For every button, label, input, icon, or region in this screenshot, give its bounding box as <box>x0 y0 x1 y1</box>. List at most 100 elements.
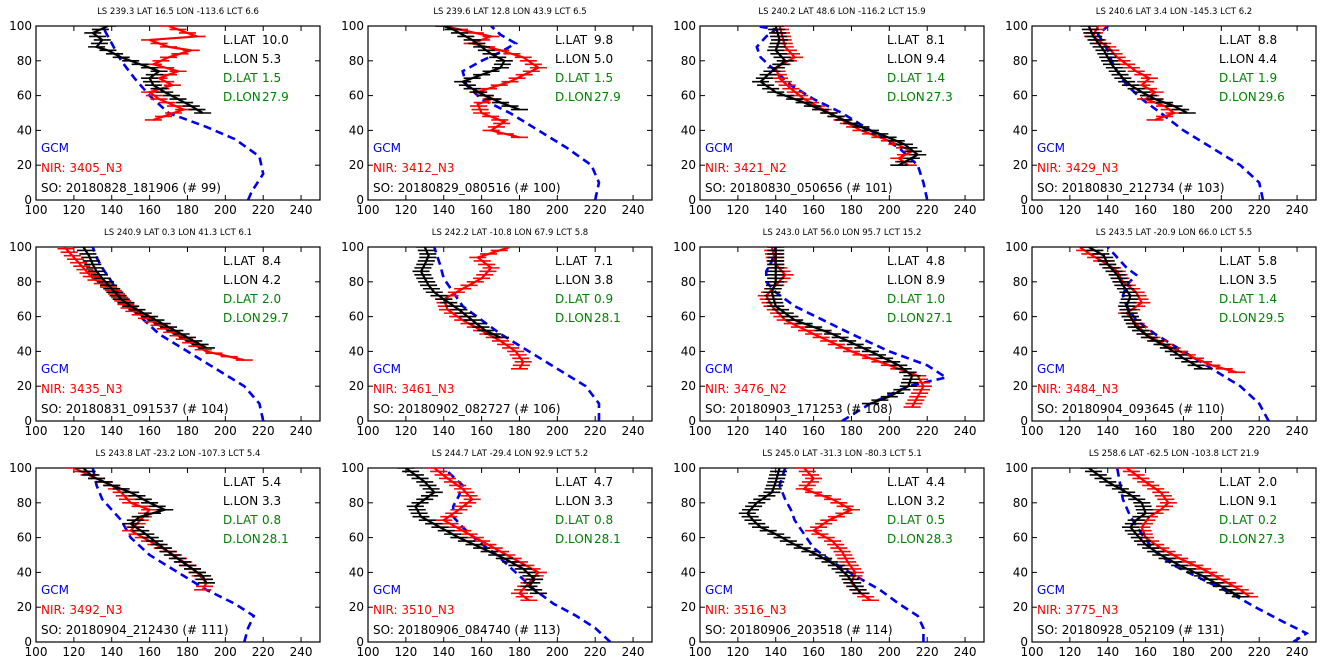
y-tick-label: 40 <box>17 123 32 137</box>
y-tick-label: 60 <box>681 531 696 545</box>
so-line <box>1088 247 1203 370</box>
dlon-label: D.LON <box>555 90 593 104</box>
llon-label: L.LON <box>555 494 590 508</box>
y-tick-label: 20 <box>681 158 696 172</box>
so-line <box>405 468 540 595</box>
plot-area <box>57 247 265 421</box>
llat-label: L.LAT <box>555 33 588 47</box>
y-tick-label: 100 <box>1005 461 1028 475</box>
plot-frame <box>35 25 321 201</box>
x-tick-label: 240 <box>954 203 977 217</box>
legend-gcm: GCM <box>1037 362 1065 376</box>
llat-value: 4.8 <box>926 254 945 268</box>
x-tick-label: 220 <box>1248 424 1271 438</box>
llat-value: 2.0 <box>1258 475 1277 489</box>
plot-area <box>752 26 929 200</box>
x-tick-label: 140 <box>432 203 455 217</box>
x-tick-label: 180 <box>1172 645 1195 659</box>
llat-value: 9.8 <box>594 33 613 47</box>
dlon-label: D.LON <box>555 532 593 546</box>
chart-svg: LS 243.0 LAT 56.0 LON 95.7 LCT 15.2 100 12… <box>673 228 985 438</box>
gcm-line <box>1115 468 1310 642</box>
y-tick-label: 100 <box>341 461 364 475</box>
dlat-value: 1.4 <box>1258 292 1277 306</box>
nir-line <box>774 26 915 167</box>
chart-svg: LS 244.7 LAT -29.4 LON 92.9 LCT 5.2 100 12… <box>341 449 653 659</box>
x-tick-label: 180 <box>1172 203 1195 217</box>
x-tick-label: 140 <box>100 424 123 438</box>
legend-nir: NIR: 3476_N2 <box>705 382 787 396</box>
y-tick-label: 60 <box>1013 310 1028 324</box>
dlon-label: D.LON <box>887 90 925 104</box>
dlon-label: D.LON <box>1219 532 1257 546</box>
dlat-value: 0.2 <box>1258 513 1277 527</box>
y-tick-label: 80 <box>1013 275 1028 289</box>
dlat-label: D.LAT <box>223 71 258 85</box>
panel-header: LS 240.2 LAT 48.6 LON -116.2 LCT 15.9 <box>758 7 925 17</box>
dlon-value: 28.1 <box>594 311 621 325</box>
dlon-value: 27.9 <box>262 90 289 104</box>
llon-label: L.LON <box>1219 494 1254 508</box>
llon-value: 4.2 <box>262 273 281 287</box>
legend-so: SO: 20180830_050656 (# 101) <box>705 181 893 195</box>
legend-so: SO: 20180830_212734 (# 103) <box>1037 181 1225 195</box>
x-tick-label: 140 <box>432 645 455 659</box>
legend-nir: NIR: 3405_N3 <box>41 161 123 175</box>
plot-frame <box>35 467 321 643</box>
dlon-value: 27.3 <box>1258 532 1285 546</box>
x-tick-label: 240 <box>1286 645 1309 659</box>
legend-nir: NIR: 3435_N3 <box>41 382 123 396</box>
y-tick-label: 40 <box>1013 565 1028 579</box>
llon-label: L.LON <box>223 273 258 287</box>
gcm-line <box>91 468 256 642</box>
llat-label: L.LAT <box>887 33 920 47</box>
legend-so: SO: 20180928_052109 (# 131) <box>1037 623 1225 637</box>
x-tick-label: 240 <box>622 424 645 438</box>
x-tick-label: 200 <box>1210 203 1233 217</box>
llat-label: L.LAT <box>887 254 920 268</box>
y-tick-label: 60 <box>349 310 364 324</box>
x-tick-label: 120 <box>62 203 85 217</box>
x-tick-label: 100 <box>1021 645 1044 659</box>
panel-12: LS 258.6 LAT -62.5 LON -103.8 LCT 21.9 10… <box>996 442 1328 663</box>
legend-nir: NIR: 3429_N3 <box>1037 161 1119 175</box>
x-tick-label: 100 <box>357 645 380 659</box>
dlon-value: 28.3 <box>926 532 953 546</box>
y-tick-label: 40 <box>349 565 364 579</box>
legend-so: SO: 20180906_084740 (# 113) <box>373 623 561 637</box>
legend-so: SO: 20180903_171253 (# 108) <box>705 402 893 416</box>
llat-label: L.LAT <box>887 475 920 489</box>
x-tick-label: 200 <box>1210 424 1233 438</box>
x-tick-label: 120 <box>726 424 749 438</box>
plot-area <box>84 26 265 200</box>
panel-1: LS 239.3 LAT 16.5 LON -113.6 LCT 6.6 100 1… <box>0 0 332 221</box>
panel-header: LS 243.5 LAT -20.9 LON 66.0 LCT 5.5 <box>1096 228 1252 238</box>
y-tick-label: 40 <box>681 123 696 137</box>
chart-svg: LS 240.9 LAT 0.3 LON 41.3 LCT 6.1 100 120 1… <box>9 228 321 438</box>
y-tick-label: 80 <box>17 54 32 68</box>
so-line <box>90 26 204 114</box>
x-tick-label: 120 <box>62 645 85 659</box>
dlon-label: D.LON <box>223 532 261 546</box>
y-tick-label: 60 <box>349 531 364 545</box>
y-tick-label: 0 <box>356 193 364 207</box>
legend-gcm: GCM <box>705 141 733 155</box>
y-tick-label: 80 <box>349 496 364 510</box>
llat-value: 5.8 <box>1258 254 1277 268</box>
x-tick-label: 140 <box>1096 203 1119 217</box>
y-tick-label: 0 <box>24 193 32 207</box>
llon-value: 3.8 <box>594 273 613 287</box>
nir-line <box>433 468 541 602</box>
y-tick-label: 100 <box>1005 19 1028 33</box>
y-tick-label: 0 <box>688 414 696 428</box>
x-tick-label: 120 <box>394 203 417 217</box>
y-tick-label: 60 <box>349 89 364 103</box>
llat-value: 4.4 <box>926 475 945 489</box>
plot-frame <box>699 25 985 201</box>
x-tick-label: 240 <box>1286 424 1309 438</box>
x-tick-label: 120 <box>726 203 749 217</box>
dlon-value: 29.5 <box>1258 311 1285 325</box>
dlat-label: D.LAT <box>887 292 922 306</box>
panel-header: LS 239.3 LAT 16.5 LON -113.6 LCT 6.6 <box>97 7 259 17</box>
x-tick-label: 200 <box>878 424 901 438</box>
